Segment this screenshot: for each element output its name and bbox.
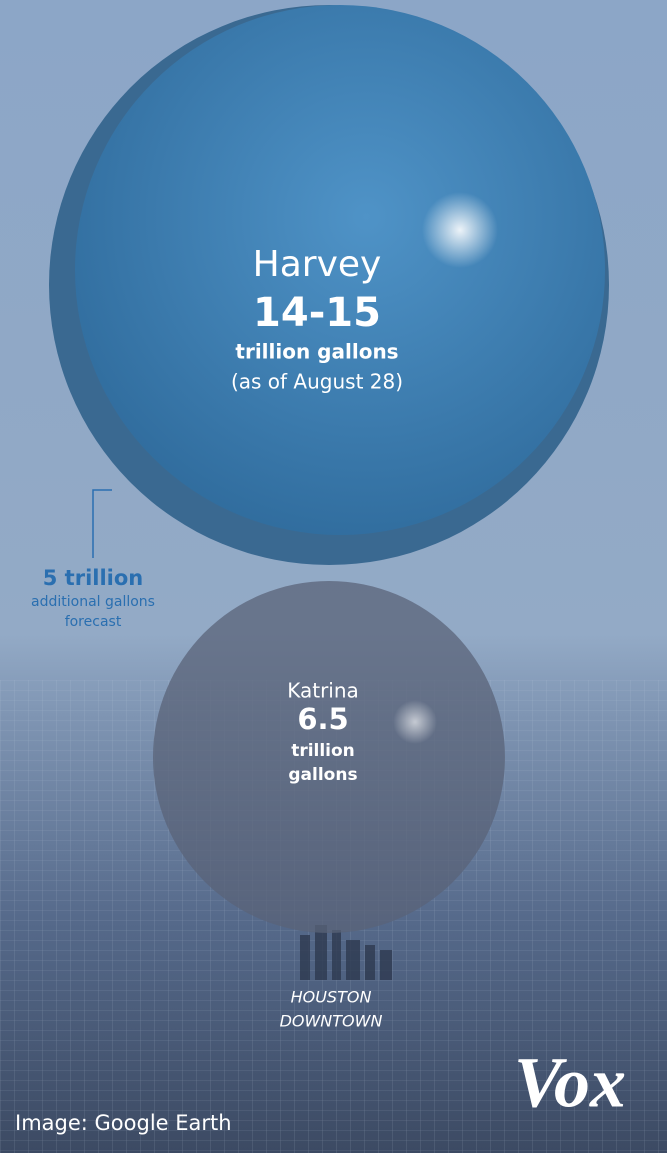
place-label: DOWNTOWN [280, 1012, 383, 1031]
katrina-bubble [153, 581, 505, 933]
forecast-text: forecast [65, 614, 122, 630]
forecast-text: additional gallons [31, 594, 155, 610]
forecast-amount: 5 trillion [43, 566, 144, 590]
logo: Vox [514, 1043, 626, 1123]
place-label: HOUSTON [291, 988, 372, 1007]
glare [422, 192, 498, 268]
image-credit: Image: Google Earth [15, 1111, 232, 1135]
harvey-unit: trillion gallons [235, 340, 398, 364]
harvey-note: (as of August 28) [231, 370, 403, 394]
harvey-bubble [75, 5, 605, 535]
katrina-unit: trillion [291, 741, 355, 761]
harvey-name: Harvey [253, 244, 382, 285]
forecast-bracket [92, 489, 112, 558]
katrina-amount: 6.5 [297, 702, 348, 736]
downtown-buildings [300, 925, 392, 980]
katrina-unit: gallons [288, 765, 357, 785]
glare [393, 700, 437, 744]
harvey-amount: 14-15 [253, 290, 381, 336]
katrina-name: Katrina [287, 679, 359, 703]
